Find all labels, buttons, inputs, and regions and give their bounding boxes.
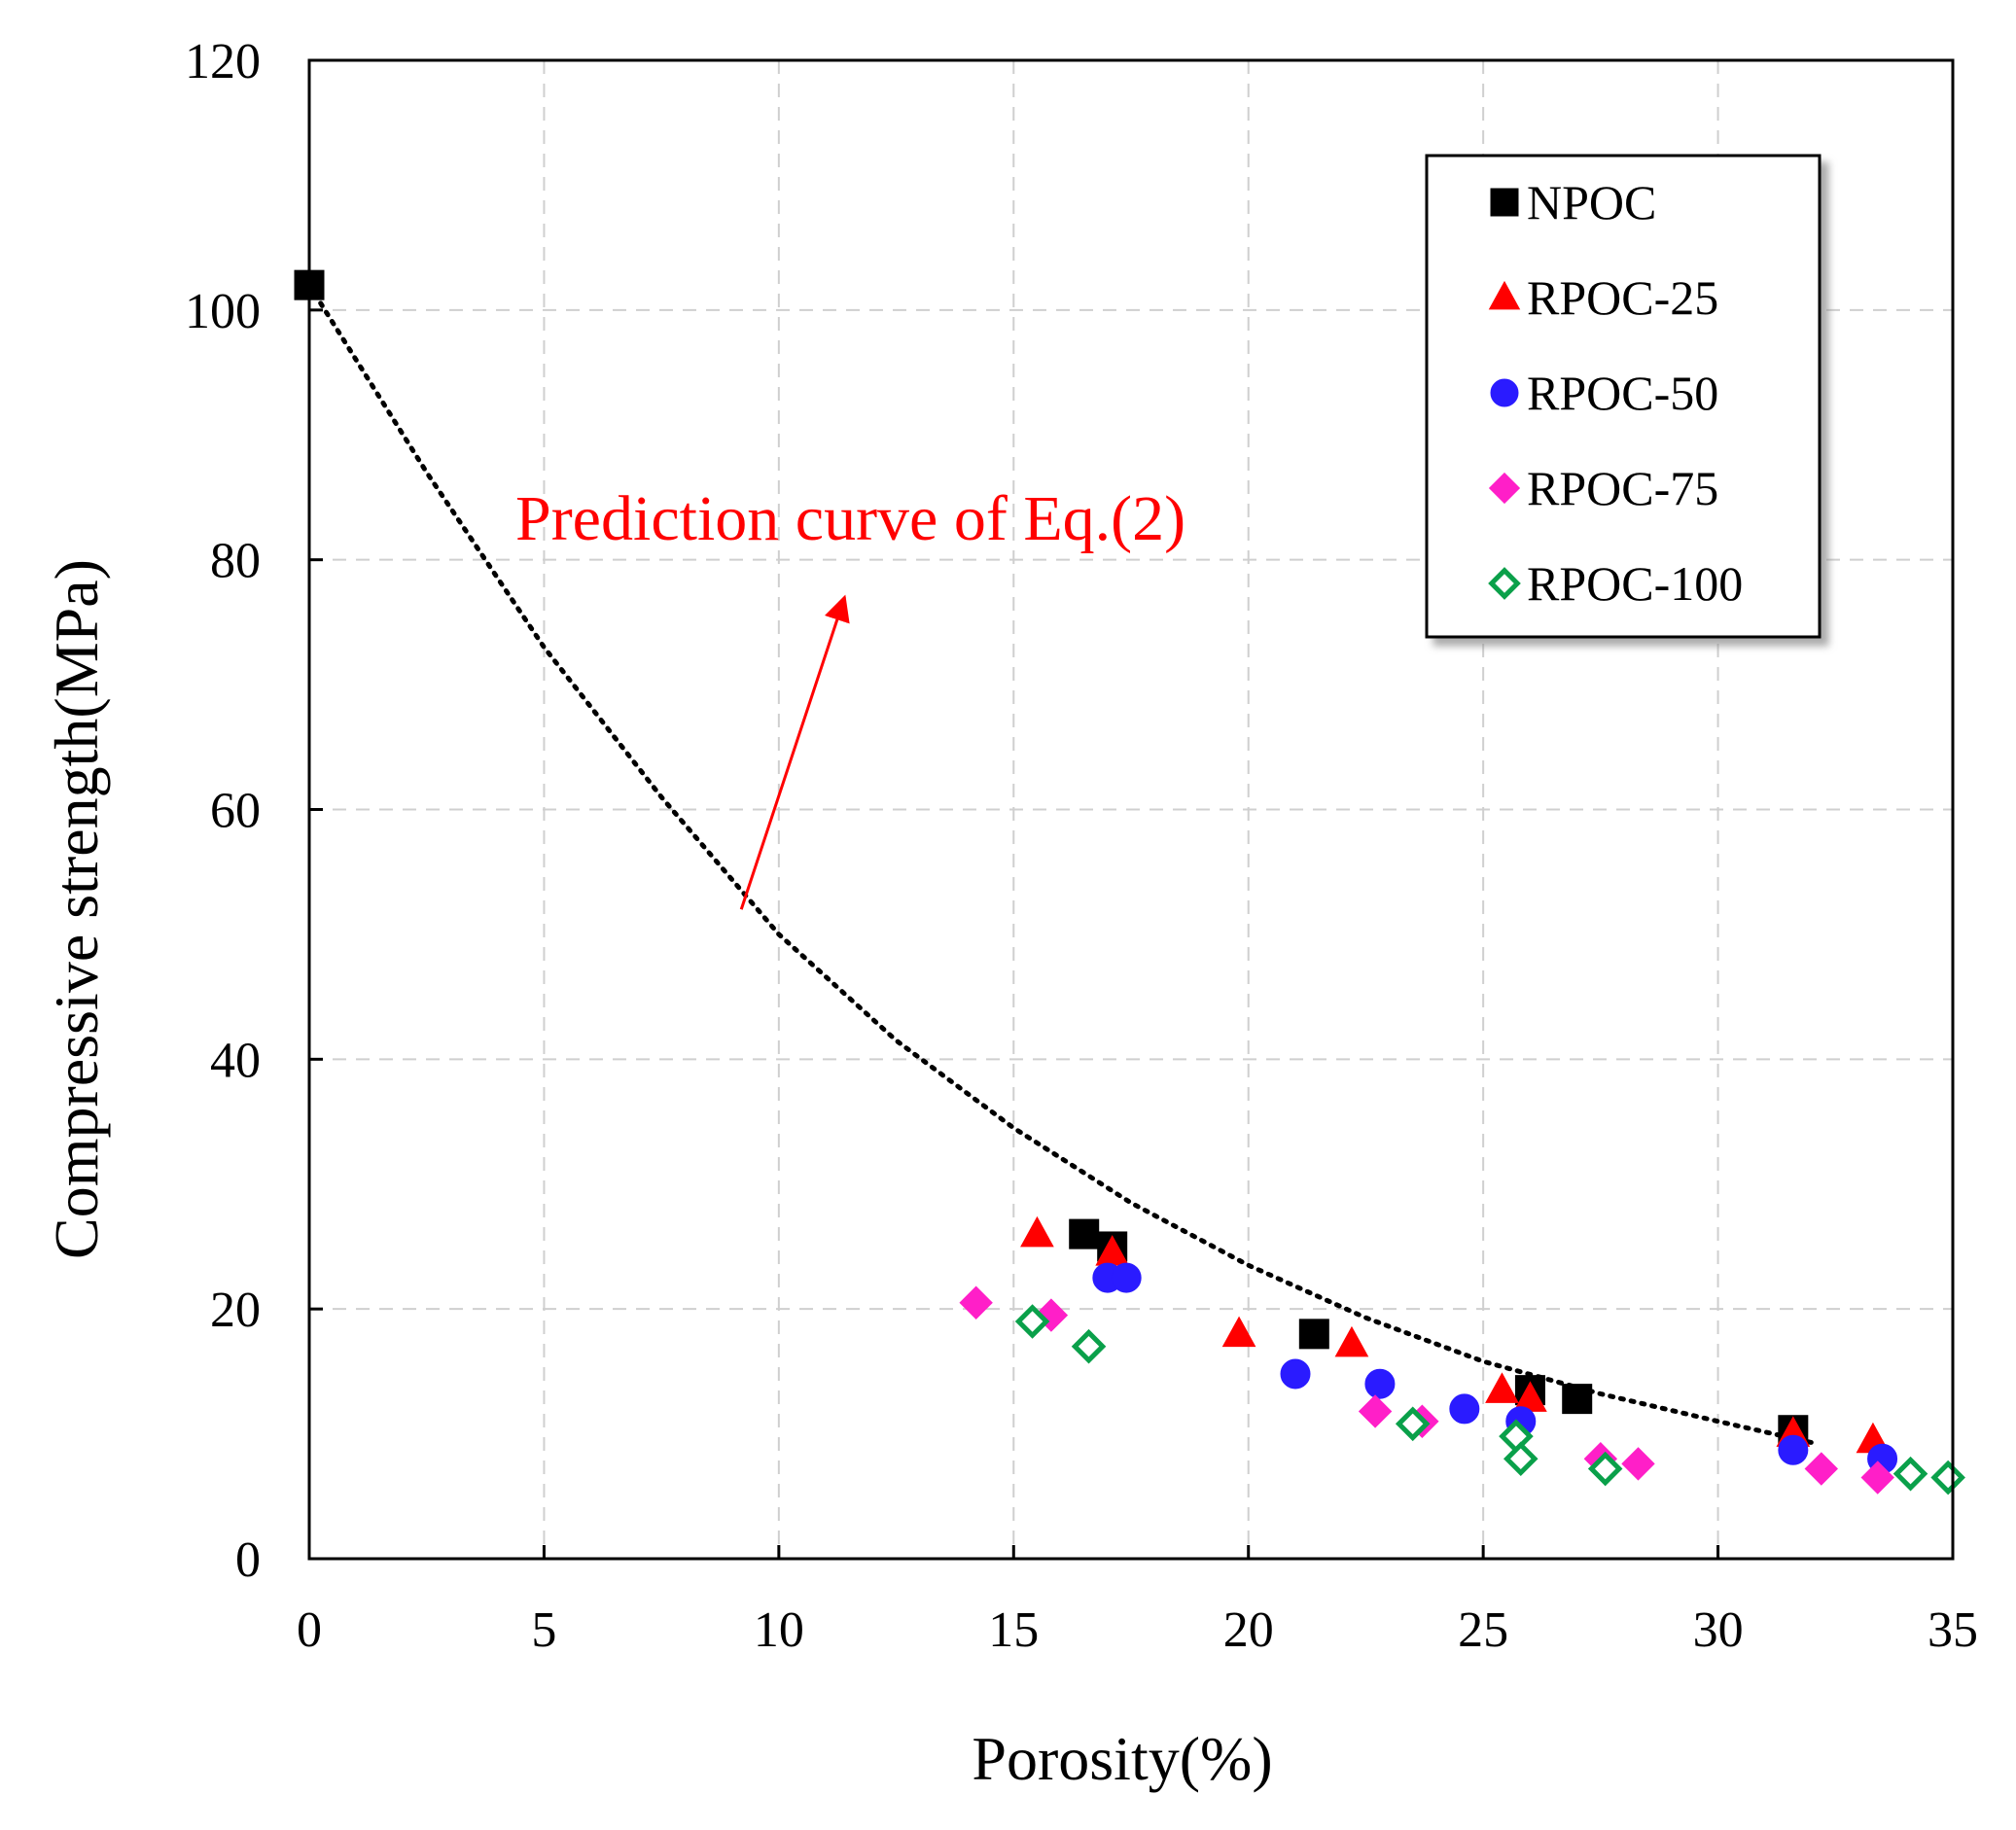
data-point [1395, 1406, 1431, 1442]
x-tick-label: 15 [988, 1602, 1039, 1658]
legend-marker [1488, 567, 1521, 600]
data-point [1020, 1215, 1054, 1248]
legend-marker [1488, 280, 1521, 310]
y-tick-label: 40 [210, 1033, 261, 1088]
data-point [1485, 1372, 1519, 1403]
y-tick-label: 100 [185, 284, 261, 339]
data-point [1778, 1434, 1809, 1465]
data-point [1071, 1328, 1107, 1364]
data-point [1930, 1460, 1965, 1496]
legend-item-npoc: NPOC [1490, 175, 1656, 229]
grid [309, 60, 1953, 1559]
y-tick-label: 80 [210, 534, 261, 589]
data-point [1334, 1325, 1369, 1357]
x-axis-title: Porosity(%) [972, 1724, 1272, 1793]
legend-marker [1490, 188, 1519, 217]
data-point [1280, 1358, 1311, 1390]
x-tick-label: 0 [297, 1602, 322, 1658]
x-tick-label: 5 [531, 1602, 556, 1658]
legend-marker [1490, 378, 1519, 407]
data-point [1587, 1451, 1623, 1487]
annotation-arrow [739, 594, 850, 910]
data-point [959, 1285, 993, 1320]
y-tick-label: 20 [210, 1283, 261, 1338]
data-point [1562, 1384, 1593, 1415]
data-point [1014, 1304, 1050, 1339]
legend-item-rpoc-25: RPOC-25 [1488, 270, 1718, 325]
series-npoc [294, 269, 1809, 1446]
legend-label: RPOC-100 [1527, 556, 1743, 611]
legend-item-rpoc-50: RPOC-50 [1490, 366, 1718, 420]
data-point [1364, 1368, 1396, 1399]
legend-label: RPOC-25 [1527, 270, 1718, 325]
x-tick-label: 10 [754, 1602, 804, 1658]
annotation-text: Prediction curve of Eq.(2) [515, 483, 1185, 554]
legend-label: NPOC [1527, 175, 1656, 229]
data-point [1892, 1456, 1928, 1492]
y-tick-label: 120 [185, 34, 261, 89]
x-tick-label: 20 [1223, 1602, 1274, 1658]
x-tick-label: 30 [1693, 1602, 1744, 1658]
legend-item-rpoc-75: RPOC-75 [1488, 461, 1718, 515]
data-point [1804, 1452, 1839, 1486]
legend-item-rpoc-100: RPOC-100 [1488, 556, 1743, 611]
series-rpoc-75 [959, 1285, 1894, 1495]
data-point [1298, 1319, 1329, 1350]
annotation: Prediction curve of Eq.(2) [515, 483, 1185, 910]
legend-label: RPOC-75 [1527, 461, 1718, 515]
data-point [1449, 1393, 1480, 1425]
data-point [1503, 1441, 1539, 1477]
data-point [1621, 1447, 1655, 1481]
y-tick-label: 0 [235, 1532, 261, 1588]
data-point [1069, 1218, 1100, 1249]
axis-ticks: 0 5 10 15 20 25 30 35 0 20 40 60 80 100 120 [185, 34, 1978, 1658]
legend-marker [1488, 472, 1521, 505]
legend-label: RPOC-50 [1527, 366, 1718, 420]
series-rpoc-50 [1092, 1262, 1898, 1474]
x-tick-label: 35 [1928, 1602, 1978, 1658]
y-axis-title: Compressive strength(MPa) [42, 559, 111, 1259]
series-rpoc-100 [1014, 1304, 1965, 1496]
data-point [1111, 1262, 1142, 1293]
legend: NPOC RPOC-25 RPOC-50 RPOC-75 RPOC-100 [1425, 154, 1821, 639]
data-point [1221, 1316, 1256, 1348]
x-tick-label: 25 [1458, 1602, 1508, 1658]
data-point [1860, 1460, 1894, 1495]
y-tick-label: 60 [210, 784, 261, 839]
data-points [294, 269, 1965, 1496]
data-point [1358, 1394, 1393, 1428]
